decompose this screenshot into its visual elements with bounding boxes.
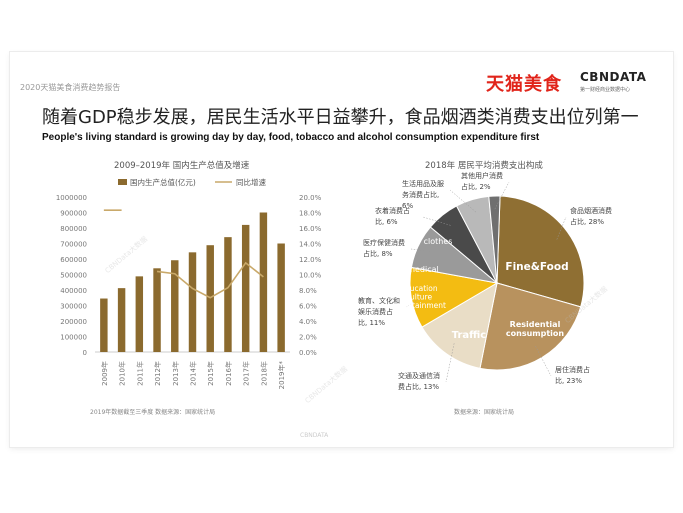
- pie-chart-source: 数据来源：国家统计局: [454, 409, 515, 416]
- x-tick-label: 2015年: [206, 361, 215, 386]
- pie-slice-label: 交通及通信消费占比, 13%: [398, 371, 440, 391]
- y2-tick-label: 18.0%: [299, 210, 322, 218]
- pie-inner-label: Fine&Food: [505, 261, 568, 273]
- bar-2013年: [171, 260, 179, 352]
- pie-slice-label: 衣着消费占比, 6%: [375, 206, 410, 226]
- pie-leader-line: [535, 346, 552, 377]
- legend-bar-swatch: [118, 179, 127, 185]
- pie-inner-label: medical: [407, 265, 439, 274]
- pie-leader-line: [405, 295, 425, 308]
- y2-tick-label: 0.0%: [299, 349, 317, 357]
- pie-inner-label: Traffic: [452, 330, 487, 341]
- pie-leader-line: [445, 343, 455, 383]
- y-tick-label: 0: [83, 349, 87, 357]
- y-tick-label: 700000: [60, 241, 87, 249]
- bar-2017年: [241, 224, 250, 352]
- x-tick-label: 2017年: [242, 361, 251, 386]
- bar-2016年: [224, 237, 232, 352]
- y2-tick-label: 4.0%: [299, 318, 317, 326]
- y2-tick-label: 20.0%: [299, 194, 322, 202]
- bar-2012年: [153, 268, 161, 352]
- pie-leader-line: [556, 216, 567, 240]
- cbndata-subtitle: 第一财经商业数据中心: [580, 87, 631, 93]
- cbndata-logo: CBNDATA: [580, 70, 647, 84]
- pie-leader-line: [494, 181, 510, 210]
- pie-chart-title: 2018年 居民平均消费支出构成: [425, 161, 543, 171]
- y-tick-label: 500000: [60, 272, 87, 280]
- y-tick-label: 100000: [60, 334, 87, 342]
- y-tick-label: 200000: [60, 318, 87, 326]
- y2-tick-label: 12.0%: [299, 256, 322, 264]
- pie-slice-label: 医疗保健消费占比, 8%: [363, 238, 405, 258]
- y-tick-label: 1000000: [56, 194, 87, 202]
- tmall-logo: 天猫美食: [486, 74, 562, 95]
- y2-tick-label: 10.0%: [299, 272, 322, 280]
- bar-2011年: [135, 276, 144, 352]
- x-tick-label: 2019年*: [277, 361, 286, 390]
- pie-slice-label: 生活用品及服务消费占比, 6%: [402, 179, 444, 210]
- bar-2009年: [100, 298, 108, 352]
- pie-inner-label: clothes: [424, 237, 453, 246]
- y2-tick-label: 8.0%: [299, 287, 317, 295]
- y-tick-label: 400000: [60, 287, 87, 295]
- x-tick-label: 2010年: [118, 361, 127, 386]
- y-tick-label: 800000: [60, 225, 87, 233]
- legend-line-label: 同比增速: [236, 177, 266, 187]
- x-tick-label: 2016年: [224, 361, 233, 386]
- gdp-chart-title: 2009–2019年 国内生产总值及增速: [114, 161, 250, 171]
- y2-tick-label: 2.0%: [299, 334, 317, 342]
- pie-slice: [488, 195, 501, 284]
- pie-slice: [496, 195, 585, 308]
- pie-inner-label: Residential consumption: [506, 320, 565, 338]
- x-tick-label: 2014年: [189, 361, 198, 386]
- pie-slice: [421, 282, 498, 369]
- pie-leader-line: [410, 248, 431, 252]
- pie-slice-label: 居住消费占比, 23%: [555, 365, 590, 385]
- y2-tick-label: 16.0%: [299, 225, 322, 233]
- bar-2010年: [117, 288, 126, 352]
- y-tick-label: 900000: [60, 210, 87, 218]
- y-tick-label: 600000: [60, 256, 87, 264]
- bar-2019年*: [277, 243, 285, 352]
- pie-leader-line: [422, 216, 451, 226]
- page-title-cn: 随着GDP稳步发展，居民生活水平日益攀升，食品烟酒类消费支出位列第一: [42, 107, 639, 128]
- bar-2018年: [259, 212, 268, 352]
- footer-text: CBNDATA: [300, 432, 329, 439]
- y2-tick-label: 14.0%: [299, 241, 322, 249]
- legend-bar-label: 国内生产总值(亿元): [130, 177, 196, 187]
- pie-slice-label: 食品烟酒消费占比, 28%: [570, 206, 612, 226]
- bar-2014年: [188, 252, 197, 352]
- pie-slice: [479, 282, 582, 371]
- page-title-en: People's living standard is growing day …: [42, 132, 540, 143]
- x-tick-label: 2009年: [100, 361, 109, 386]
- x-tick-label: 2011年: [135, 361, 144, 386]
- pie-inner-label: education culture entertainment: [392, 284, 446, 310]
- pie-slice-label: 其他用户消费占比, 2%: [461, 171, 503, 191]
- x-tick-label: 2018年: [259, 361, 268, 386]
- y-tick-label: 300000: [60, 303, 87, 311]
- x-tick-label: 2013年: [171, 361, 180, 386]
- report-title: 2020天猫美食消费趋势报告: [20, 83, 121, 92]
- gdp-chart-source: 2019年数据截至三季度 数据来源：国家统计局: [90, 409, 216, 416]
- pie-leader-line: [449, 189, 477, 213]
- pie-slice-label: 教育、文化和娱乐消费占比, 11%: [358, 296, 400, 327]
- y2-tick-label: 6.0%: [299, 303, 317, 311]
- growth-line: [156, 261, 264, 299]
- x-tick-label: 2012年: [153, 361, 162, 386]
